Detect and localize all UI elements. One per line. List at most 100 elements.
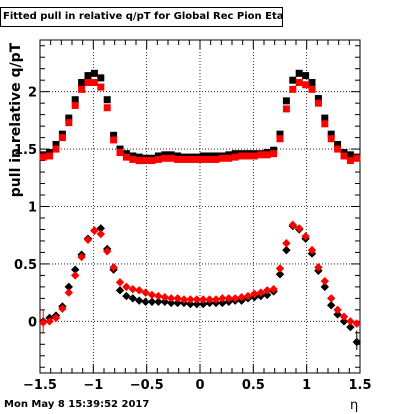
data-point-square — [295, 78, 303, 86]
data-point-diamond — [231, 294, 240, 303]
data-point-diamond — [288, 220, 297, 230]
data-point-square — [199, 155, 207, 163]
data-point-square — [90, 78, 98, 86]
data-point-diamond — [147, 297, 157, 307]
data-point-diamond — [192, 295, 201, 304]
data-point-square — [225, 154, 233, 162]
data-point-square — [103, 104, 111, 112]
data-point-square — [129, 155, 137, 163]
data-point-square — [263, 151, 271, 159]
data-point-diamond — [154, 297, 163, 307]
data-point-square — [270, 150, 278, 158]
data-point-square — [154, 155, 162, 163]
data-point-square — [110, 136, 118, 144]
data-point-square — [58, 134, 66, 142]
data-point-diamond — [122, 282, 131, 292]
data-point-square — [116, 149, 124, 157]
data-point-diamond — [211, 295, 221, 304]
data-point-diamond — [320, 282, 329, 292]
data-point-diamond — [333, 305, 342, 315]
data-point-diamond — [77, 252, 86, 262]
data-point-square — [97, 74, 105, 82]
data-point-square — [276, 130, 284, 138]
data-point-square — [71, 101, 79, 109]
data-point-square — [218, 154, 226, 162]
timestamp-footer: Mon May 8 15:39:52 2017 — [4, 399, 150, 410]
data-point-diamond — [141, 297, 150, 307]
data-point-square — [90, 69, 98, 77]
data-point-square — [244, 152, 252, 160]
data-point-square — [231, 153, 239, 161]
data-point-square — [167, 154, 175, 162]
data-point-square — [135, 157, 143, 165]
data-point-diamond — [301, 232, 310, 241]
data-point-diamond — [282, 245, 291, 255]
data-point-square — [302, 81, 310, 89]
data-point-square — [302, 72, 310, 80]
x-tick-label: 1 — [302, 378, 311, 393]
data-point-diamond — [275, 270, 285, 279]
data-point-square — [295, 69, 303, 77]
x-tick-label: −0.5 — [130, 378, 164, 393]
data-point-square — [65, 119, 73, 127]
data-point-diamond — [352, 319, 361, 328]
data-point-diamond — [96, 224, 105, 233]
data-point-diamond — [64, 288, 73, 297]
data-point-square — [39, 153, 47, 161]
data-point-diamond — [51, 313, 61, 323]
data-point-square — [308, 85, 316, 93]
data-point-square — [321, 114, 329, 122]
data-point-diamond — [147, 290, 157, 300]
data-point-diamond — [346, 317, 355, 326]
data-point-square — [346, 157, 354, 165]
data-point-square — [206, 155, 214, 163]
data-point-diamond — [128, 294, 137, 303]
data-point-square — [110, 131, 118, 139]
data-point-diamond — [295, 224, 304, 233]
data-point-diamond — [205, 295, 214, 304]
data-point-square — [340, 152, 348, 160]
data-point-diamond — [160, 297, 169, 307]
data-point-diamond — [122, 291, 131, 301]
data-point-diamond — [154, 291, 163, 301]
data-point-square — [334, 140, 342, 148]
data-point-square — [71, 96, 79, 104]
data-point-diamond — [64, 282, 73, 292]
data-point-diamond — [179, 295, 189, 304]
data-point-diamond — [275, 264, 285, 273]
data-point-diamond — [269, 284, 278, 294]
y-tick-label: 1.5 — [14, 143, 37, 158]
data-point-square — [193, 155, 201, 163]
data-point-square — [84, 72, 92, 80]
x-tick-label: 0.5 — [242, 378, 265, 393]
data-point-square — [250, 152, 258, 160]
data-point-square — [289, 85, 297, 93]
data-point-square — [257, 151, 265, 159]
data-point-square — [65, 114, 73, 122]
data-point-diamond — [263, 290, 272, 300]
data-point-diamond — [339, 312, 349, 321]
data-point-square — [346, 151, 354, 159]
data-point-diamond — [173, 294, 182, 303]
data-point-square — [353, 154, 361, 162]
data-point-square — [289, 76, 297, 84]
x-tick-label: −1 — [83, 378, 103, 393]
data-point-square — [321, 120, 329, 128]
data-point-diamond — [263, 286, 272, 295]
data-point-square — [103, 96, 111, 104]
x-tick-label: 1.5 — [348, 378, 371, 393]
data-point-diamond — [346, 322, 355, 332]
data-point-square — [78, 78, 86, 86]
data-point-diamond — [192, 299, 201, 309]
data-point-diamond — [115, 286, 125, 295]
data-point-diamond — [256, 288, 265, 297]
data-point-square — [308, 78, 316, 86]
data-point-diamond — [115, 278, 125, 287]
y-tick-label: 0 — [28, 315, 37, 330]
data-point-diamond — [307, 245, 317, 255]
data-point-square — [314, 95, 322, 103]
data-point-diamond — [250, 289, 259, 298]
data-point-diamond — [186, 295, 195, 304]
data-point-diamond — [199, 295, 208, 304]
data-point-square — [46, 152, 54, 160]
